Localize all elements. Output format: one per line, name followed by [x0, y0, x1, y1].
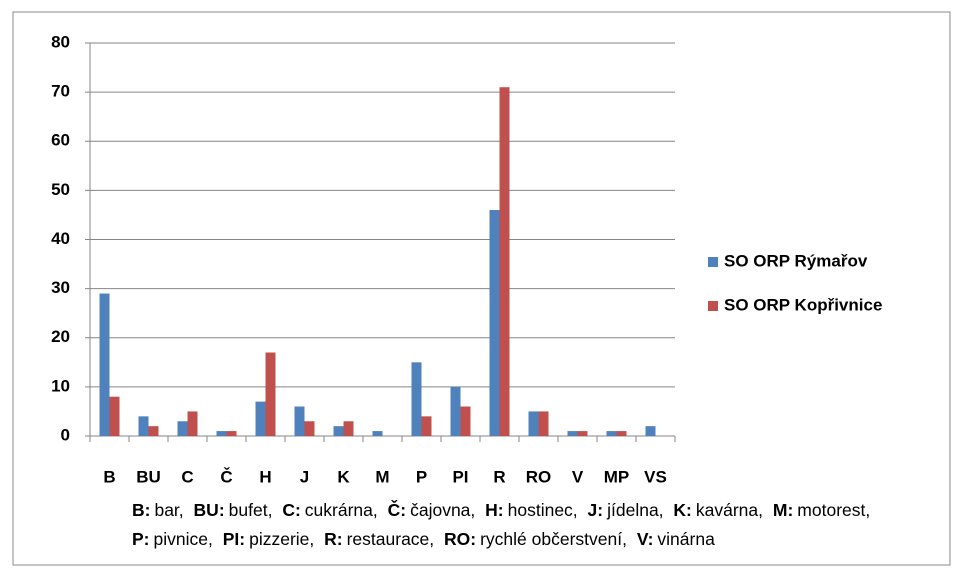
footnote-item: H: hostinec, — [485, 500, 578, 520]
footnote-text: čajovna, — [410, 500, 476, 520]
bar — [450, 386, 461, 436]
footnote-text: restaurace, — [346, 529, 435, 549]
legend-label: SO ORP Rýmařov — [724, 251, 868, 270]
bar — [333, 426, 344, 436]
bar — [489, 210, 500, 436]
y-tick-label: 30 — [51, 278, 70, 297]
footnote-item: BU: bufet, — [194, 500, 273, 520]
footnote-item: P: pivnice, — [132, 529, 213, 549]
footnote-item: B: bar, — [132, 500, 184, 520]
footnote: B: bar, BU: bufet, C: cukrárna, Č: čajovna, … — [132, 496, 932, 554]
y-tick-label: 60 — [51, 131, 70, 150]
footnote-term: Č: — [387, 500, 407, 520]
x-tick-label: J — [300, 467, 309, 486]
x-tick-label: Č — [220, 467, 232, 486]
footnote-text: vinárna — [657, 529, 715, 549]
bar — [411, 362, 422, 436]
footnote-text: hostinec, — [507, 500, 578, 520]
bar — [265, 352, 276, 436]
bar — [187, 411, 198, 436]
bar — [109, 396, 120, 436]
footnote-term: M: — [772, 500, 794, 520]
bar — [304, 421, 315, 436]
footnote-text: bufet, — [228, 500, 273, 520]
bar — [616, 431, 627, 436]
x-tick-label: P — [416, 467, 427, 486]
footnote-item: Č: čajovna, — [388, 500, 476, 520]
footnote-term: RO: — [444, 529, 477, 549]
footnote-text: jídelna, — [607, 500, 664, 520]
footnote-text: motorest, — [797, 500, 871, 520]
footnote-text: pizzerie, — [249, 529, 315, 549]
footnote-item: R: restaurace, — [324, 529, 434, 549]
legend-label: SO ORP Kopřivnice — [724, 295, 882, 314]
footnote-term: V: — [636, 529, 654, 549]
y-tick-label: 50 — [51, 180, 70, 199]
x-tick-label: MP — [604, 467, 630, 486]
footnote-term: BU: — [193, 500, 225, 520]
y-tick-label: 10 — [51, 376, 70, 395]
x-tick-label: BU — [136, 467, 161, 486]
bar — [216, 431, 227, 436]
footnote-text: bar, — [154, 500, 184, 520]
y-tick-label: 80 — [51, 32, 70, 51]
x-tick-label: RO — [526, 467, 552, 486]
bar — [343, 421, 354, 436]
footnote-term: PI: — [222, 529, 246, 549]
footnote-term: P: — [132, 529, 150, 549]
legend-swatch — [708, 301, 718, 311]
footnote-text: kavárna, — [695, 500, 764, 520]
bar — [226, 431, 237, 436]
x-tick-label: VS — [644, 467, 667, 486]
footnote-item: PI: pizzerie, — [223, 529, 315, 549]
footnote-item: RO: rychlé občerstvení, — [444, 529, 627, 549]
legend-swatch — [708, 257, 718, 267]
x-tick-label: V — [572, 467, 584, 486]
footnote-text: cukrárna, — [304, 500, 378, 520]
y-tick-label: 20 — [51, 327, 70, 346]
bar — [528, 411, 539, 436]
bar — [645, 426, 656, 436]
y-tick-label: 40 — [51, 229, 70, 248]
footnote-text: pivnice, — [153, 529, 213, 549]
bar — [606, 431, 617, 436]
footnote-text: rychlé občerstvení, — [480, 529, 627, 549]
footnote-term: J: — [587, 500, 604, 520]
bar — [421, 416, 432, 436]
footnote-item: K: kavárna, — [673, 500, 763, 520]
bar — [372, 431, 383, 436]
x-tick-label: M — [375, 467, 389, 486]
x-tick-label: K — [337, 467, 350, 486]
bar — [567, 431, 578, 436]
footnote-item: C: cukrárna, — [282, 500, 377, 520]
x-tick-label: B — [103, 467, 115, 486]
footnote-term: H: — [485, 500, 504, 520]
footnote-term: R: — [324, 529, 343, 549]
x-tick-label: H — [259, 467, 271, 486]
bar — [460, 406, 471, 436]
footnote-term: K: — [673, 500, 692, 520]
footnote-term: B: — [132, 500, 151, 520]
bar — [294, 406, 305, 436]
x-tick-label: PI — [452, 467, 468, 486]
footnote-term: C: — [282, 500, 301, 520]
y-tick-label: 0 — [61, 425, 70, 444]
bar — [138, 416, 149, 436]
bar — [177, 421, 188, 436]
bar — [255, 401, 266, 436]
x-tick-label: C — [181, 467, 193, 486]
bar — [148, 426, 159, 436]
footnote-item: J: jídelna, — [588, 500, 664, 520]
bar — [538, 411, 549, 436]
bar — [577, 431, 588, 436]
x-tick-label: R — [493, 467, 505, 486]
footnote-item: M: motorest, — [773, 500, 870, 520]
bar — [99, 293, 110, 436]
bar — [499, 87, 510, 437]
footnote-item: V: vinárna — [637, 529, 715, 549]
y-tick-label: 70 — [51, 82, 70, 101]
